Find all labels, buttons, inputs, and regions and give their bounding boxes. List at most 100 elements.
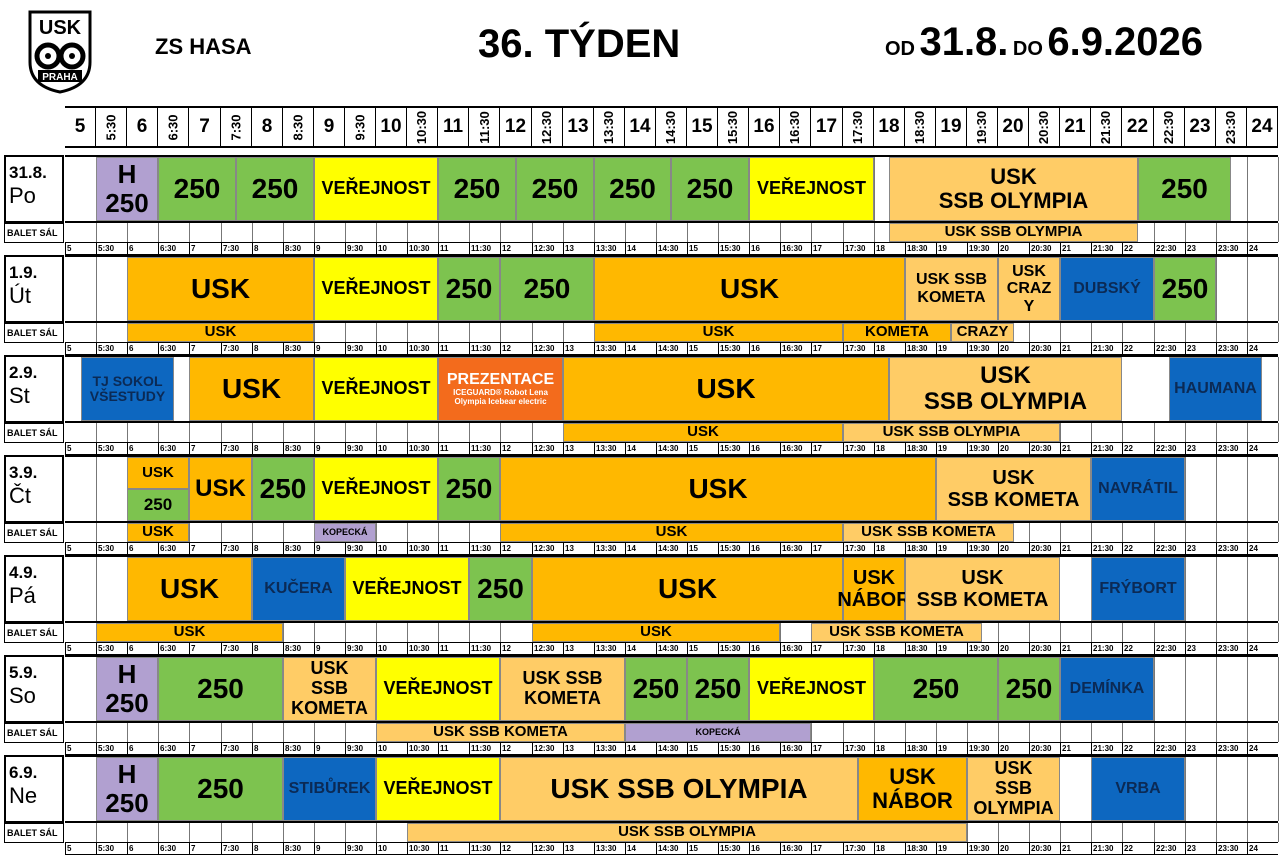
- booking-block[interactable]: DEMÍNKA: [1060, 657, 1154, 721]
- booking-block[interactable]: 250: [1154, 257, 1216, 321]
- hour-header-cell: 7:30: [221, 108, 252, 146]
- booking-block[interactable]: USK SSB KOMETA: [905, 257, 998, 321]
- balet-booking-block[interactable]: KOMETA: [843, 323, 951, 342]
- booking-block[interactable]: 250: [158, 157, 236, 221]
- booking-block[interactable]: 250: [998, 657, 1060, 721]
- balet-booking-block[interactable]: USK SSB KOMETA: [843, 523, 1014, 542]
- booking-block[interactable]: USK SSB KOMETA: [905, 557, 1060, 621]
- booking-block[interactable]: 250: [625, 657, 687, 721]
- booking-block[interactable]: 250: [252, 457, 314, 521]
- booking-block[interactable]: VEŘEJNOST: [314, 357, 438, 421]
- grid-cell: [780, 623, 812, 642]
- booking-block[interactable]: USK: [127, 257, 314, 321]
- booking-block[interactable]: VEŘEJNOST: [749, 157, 874, 221]
- booking-block[interactable]: USK SSB KOMETA: [500, 657, 625, 721]
- booking-block[interactable]: KUČERA: [252, 557, 345, 621]
- booking-block[interactable]: USK: [127, 457, 189, 489]
- balet-booking-block[interactable]: USK SSB KOMETA: [376, 723, 625, 742]
- tick-label: 16: [749, 243, 760, 254]
- grid-cell: [96, 823, 128, 842]
- booking-block[interactable]: VEŘEJNOST: [314, 457, 438, 521]
- balet-booking-block[interactable]: USK SSB OLYMPIA: [843, 423, 1060, 442]
- booking-block[interactable]: 250: [469, 557, 532, 621]
- booking-block[interactable]: 250: [1138, 157, 1231, 221]
- booking-block[interactable]: 250: [438, 257, 500, 321]
- booking-block[interactable]: HAUMANA: [1169, 357, 1262, 421]
- booking-block[interactable]: 250: [594, 157, 671, 221]
- booking-block[interactable]: USK SSB OLYMPIA: [967, 757, 1060, 821]
- balet-booking-block[interactable]: USK: [96, 623, 283, 642]
- booking-block[interactable]: VEŘEJNOST: [314, 157, 438, 221]
- booking-block[interactable]: USK NÁBOR: [858, 757, 967, 821]
- booking-block[interactable]: VEŘEJNOST: [376, 657, 500, 721]
- balet-booking-block[interactable]: CRAZY: [951, 323, 1014, 342]
- booking-block[interactable]: USK: [189, 457, 252, 521]
- balet-booking-block[interactable]: KOPECKÁ: [625, 723, 811, 742]
- booking-block[interactable]: NAVRÁTIL: [1091, 457, 1185, 521]
- balet-booking-block[interactable]: USK: [127, 523, 189, 542]
- booking-block[interactable]: 250: [127, 489, 189, 521]
- booking-block[interactable]: USK SSB OLYMPIA: [500, 757, 858, 821]
- booking-block[interactable]: 250: [516, 157, 594, 221]
- balet-booking-block[interactable]: USK: [563, 423, 843, 442]
- booking-block[interactable]: USK SSB OLYMPIA: [889, 157, 1138, 221]
- booking-block[interactable]: VEŘEJNOST: [345, 557, 469, 621]
- balet-booking-block[interactable]: USK: [500, 523, 843, 542]
- balet-booking-block[interactable]: USK SSB KOMETA: [811, 623, 982, 642]
- tick-label: 22: [1122, 543, 1133, 554]
- day-name: Ne: [9, 783, 38, 808]
- booking-block[interactable]: USK CRAZ Y: [998, 257, 1060, 321]
- tick-label: 7:30: [221, 743, 240, 754]
- booking-block[interactable]: USK: [500, 457, 936, 521]
- tick-label: 21: [1060, 443, 1071, 454]
- booking-block[interactable]: H 250: [96, 157, 158, 221]
- booking-block[interactable]: 250: [500, 257, 594, 321]
- booking-block[interactable]: PREZENTACE ICEGUARD® Robot Lena Olympia Ic…: [438, 357, 563, 421]
- booking-block[interactable]: 250: [687, 657, 749, 721]
- booking-block[interactable]: [1060, 557, 1091, 621]
- tick-label: 12:30: [532, 343, 555, 354]
- booking-block[interactable]: H 250: [96, 657, 158, 721]
- booking-block[interactable]: 250: [874, 657, 998, 721]
- tick-label: 9: [314, 343, 321, 354]
- booking-block[interactable]: USK: [594, 257, 905, 321]
- booking-block[interactable]: USK: [189, 357, 314, 421]
- booking-block[interactable]: [1122, 357, 1169, 421]
- booking-block[interactable]: H 250: [96, 757, 158, 821]
- booking-block[interactable]: USK SSB OLYMPIA: [889, 357, 1122, 421]
- booking-block[interactable]: USK: [127, 557, 252, 621]
- balet-booking-block[interactable]: USK: [532, 623, 780, 642]
- balet-booking-block[interactable]: KOPECKÁ: [314, 523, 376, 542]
- balet-booking-block[interactable]: USK: [127, 323, 314, 342]
- booking-block[interactable]: USK: [563, 357, 889, 421]
- booking-block[interactable]: STIBŮREK: [283, 757, 376, 821]
- booking-block[interactable]: [1060, 757, 1091, 821]
- booking-block[interactable]: [174, 357, 189, 421]
- booking-block[interactable]: FRÝBORT: [1091, 557, 1185, 621]
- booking-block[interactable]: VEŘEJNOST: [749, 657, 874, 721]
- day-row: USK KUČERA VEŘEJNOST 250 USK USK NÁBOR USK SSB K…: [65, 555, 1279, 623]
- booking-block[interactable]: 250: [438, 457, 500, 521]
- booking-block[interactable]: 250: [236, 157, 314, 221]
- booking-block[interactable]: USK SSB KOMETA: [936, 457, 1091, 521]
- day-row: H 250 250 USK SSB KOMETA VEŘEJNOST USK SSB KOMET…: [65, 655, 1279, 723]
- grid-cell: [1216, 623, 1248, 642]
- booking-block[interactable]: VEŘEJNOST: [376, 757, 500, 821]
- booking-block[interactable]: 250: [671, 157, 749, 221]
- balet-booking-block[interactable]: USK SSB OLYMPIA: [407, 823, 967, 842]
- booking-block[interactable]: DUBSKÝ: [1060, 257, 1154, 321]
- booking-block[interactable]: TJ SOKOL VŠESTUDY: [81, 357, 174, 421]
- grid-cell: [1216, 257, 1248, 321]
- booking-block[interactable]: 250: [158, 757, 283, 821]
- tick-label: 15: [687, 443, 698, 454]
- balet-booking-block[interactable]: USK: [594, 323, 843, 342]
- booking-block[interactable]: VRBA: [1091, 757, 1185, 821]
- booking-block[interactable]: USK SSB KOMETA: [283, 657, 376, 721]
- balet-booking-block[interactable]: USK SSB OLYMPIA: [889, 223, 1138, 242]
- booking-block[interactable]: USK: [532, 557, 843, 621]
- booking-block[interactable]: 250: [438, 157, 516, 221]
- tick-label: 9:30: [345, 743, 364, 754]
- booking-block[interactable]: 250: [158, 657, 283, 721]
- booking-block[interactable]: VEŘEJNOST: [314, 257, 438, 321]
- booking-block[interactable]: USK NÁBOR: [837, 557, 911, 621]
